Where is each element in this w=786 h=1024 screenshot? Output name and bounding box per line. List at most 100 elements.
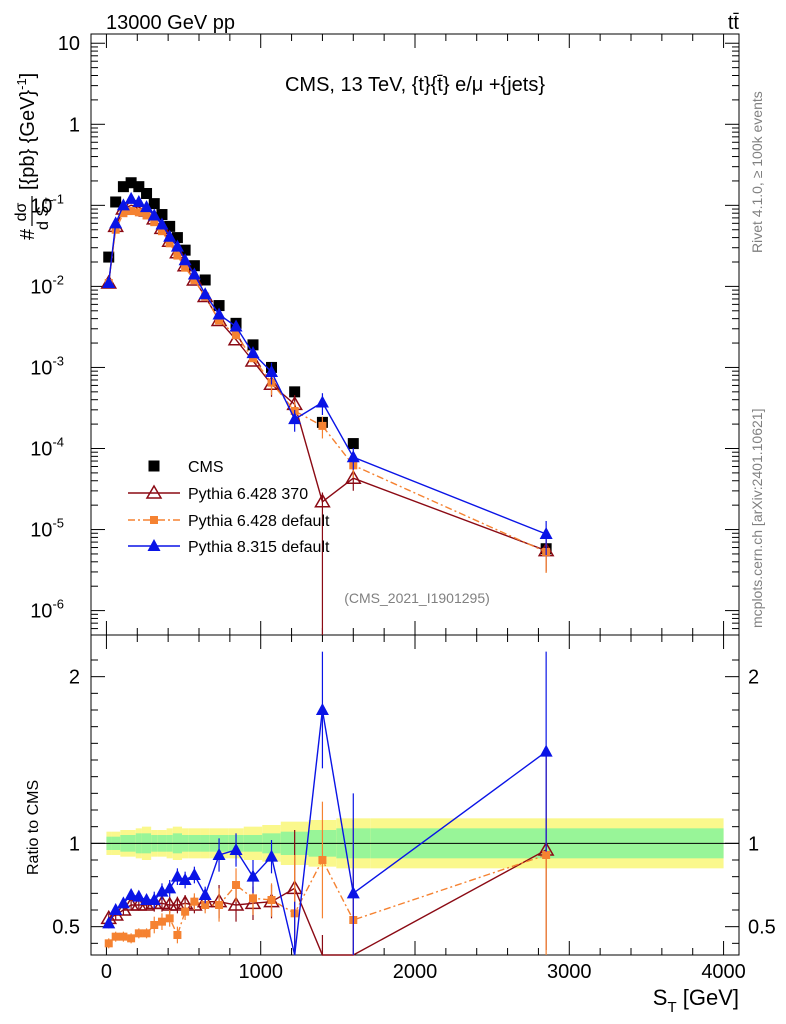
- data-point: [249, 354, 257, 363]
- ratio-data-point: [227, 896, 245, 911]
- x-tick-label: 2000: [393, 961, 438, 983]
- data-point: [116, 198, 130, 211]
- ratio-data-point: [119, 932, 128, 941]
- legend-marker: [150, 516, 158, 524]
- data-point: [124, 191, 138, 204]
- data-point: [163, 229, 177, 242]
- ratio-data-point: [155, 884, 169, 897]
- ratio-y-tick-label: 0.5: [52, 917, 80, 939]
- legend-item: Pythia 6.428 default: [128, 513, 330, 530]
- ratio-data-point: [246, 869, 260, 882]
- x-tick-label: 3000: [547, 961, 592, 983]
- legend-item: Pythia 6.428 370: [128, 484, 308, 503]
- data-point: [170, 239, 184, 252]
- data-point: [198, 287, 212, 300]
- svg-text:ST [GeV]: ST [GeV]: [653, 985, 739, 1016]
- ratio-data-point: [187, 868, 201, 880]
- data-point: [164, 220, 176, 232]
- main-y-tick-label: 10-3: [30, 353, 64, 379]
- data-point: [344, 469, 362, 484]
- legend-item: Pythia 8.315 default: [128, 539, 330, 556]
- ratio-data-point: [181, 907, 190, 916]
- main-y-axis-label: # dσ d S T [{pb} {GeV}-1]: [13, 73, 56, 240]
- legend-marker: [147, 539, 161, 551]
- main-y-tick-label: 1: [69, 114, 80, 136]
- data-point: [212, 307, 226, 320]
- data-point: [150, 218, 159, 227]
- data-point: [246, 346, 260, 359]
- ratio-data-point: [165, 914, 174, 923]
- data-point: [289, 386, 301, 398]
- ratio-data-point: [104, 939, 113, 948]
- data-point: [109, 216, 123, 229]
- data-point: [229, 319, 243, 332]
- series-cms: [103, 177, 552, 555]
- svg-text:[{pb} {GeV}-1]: [{pb} {GeV}-1]: [14, 73, 39, 190]
- ratio-data-point: [315, 703, 329, 715]
- main-y-tick-label: 10-2: [30, 272, 64, 298]
- ylabel-prefix: #: [17, 228, 39, 240]
- ratio-data-point: [198, 888, 212, 900]
- data-point: [132, 194, 146, 207]
- data-point: [347, 438, 359, 450]
- data-point: [315, 395, 329, 408]
- data-point: [171, 232, 183, 244]
- data-point: [288, 412, 302, 425]
- ratio-data-point: [346, 886, 360, 899]
- ratio-y-tick-label-right: 0.5: [748, 917, 776, 939]
- ratio-y-tick-label: 1: [69, 833, 80, 855]
- data-point: [181, 263, 190, 272]
- main-y-tick-label: 10-1: [30, 191, 64, 217]
- ratio-data-point: [115, 901, 132, 916]
- data-point: [539, 527, 553, 540]
- ratio-data-point: [265, 849, 279, 862]
- xlabel-main: S: [653, 985, 668, 1010]
- data-point: [141, 187, 153, 199]
- data-point: [265, 364, 279, 377]
- ratio-data-point: [163, 881, 177, 894]
- data-point: [102, 276, 116, 289]
- rivet-version-label: Rivet 4.1.0, ≥ 100k events: [749, 91, 765, 253]
- analysis-watermark: (CMS_2021_I1901295): [344, 590, 490, 606]
- data-point: [142, 211, 151, 220]
- ratio-data-point: [127, 934, 136, 943]
- data-point: [156, 209, 168, 221]
- main-y-tick-label: 10-6: [30, 597, 64, 623]
- xlabel-rest: [GeV]: [677, 985, 739, 1010]
- x-axis-label: ST [GeV]: [653, 985, 739, 1016]
- ratio-y-tick-label: 2: [69, 667, 80, 689]
- ratio-plot-marks: [100, 651, 555, 956]
- legend-label: CMS: [188, 459, 224, 476]
- data-point: [133, 181, 145, 193]
- data-point: [165, 239, 174, 248]
- data-point: [134, 208, 143, 217]
- ylabel-denominator-sub: T: [44, 197, 56, 204]
- ratio-data-point: [150, 921, 159, 929]
- data-point: [318, 421, 327, 430]
- data-point: [247, 339, 259, 351]
- data-point: [173, 251, 182, 260]
- ratio-data-point: [190, 897, 199, 906]
- data-point: [346, 450, 360, 463]
- main-axis-ticks: 10-6 10-5 10-4 10-3 10-2 10-1 1 10: [30, 33, 739, 635]
- mcplots-label: mcplots.cern.ch [arXiv:2401.10621]: [749, 409, 765, 628]
- data-point: [190, 275, 199, 284]
- data-point: [119, 209, 128, 218]
- ratio-series-pythia-8-315-default: [102, 651, 553, 956]
- legend-label: Pythia 8.315 default: [188, 539, 330, 556]
- ylabel-units-sup: -1: [14, 78, 29, 90]
- data-point: [213, 300, 225, 312]
- data-point: [187, 267, 201, 280]
- legend: CMS Pythia 6.428 370 Pythia 6.428 default P…: [128, 459, 330, 556]
- data-point: [140, 200, 154, 213]
- data-point: [147, 208, 161, 221]
- data-point: [314, 493, 331, 508]
- ylabel-numerator: dσ: [13, 202, 30, 221]
- legend-item: CMS: [148, 459, 224, 476]
- ratio-data-point: [157, 917, 166, 926]
- ratio-data-point: [132, 889, 146, 902]
- legend-marker: [145, 484, 163, 499]
- header-final-state-label: tt̄: [728, 12, 740, 34]
- ratio-data-point: [147, 893, 161, 905]
